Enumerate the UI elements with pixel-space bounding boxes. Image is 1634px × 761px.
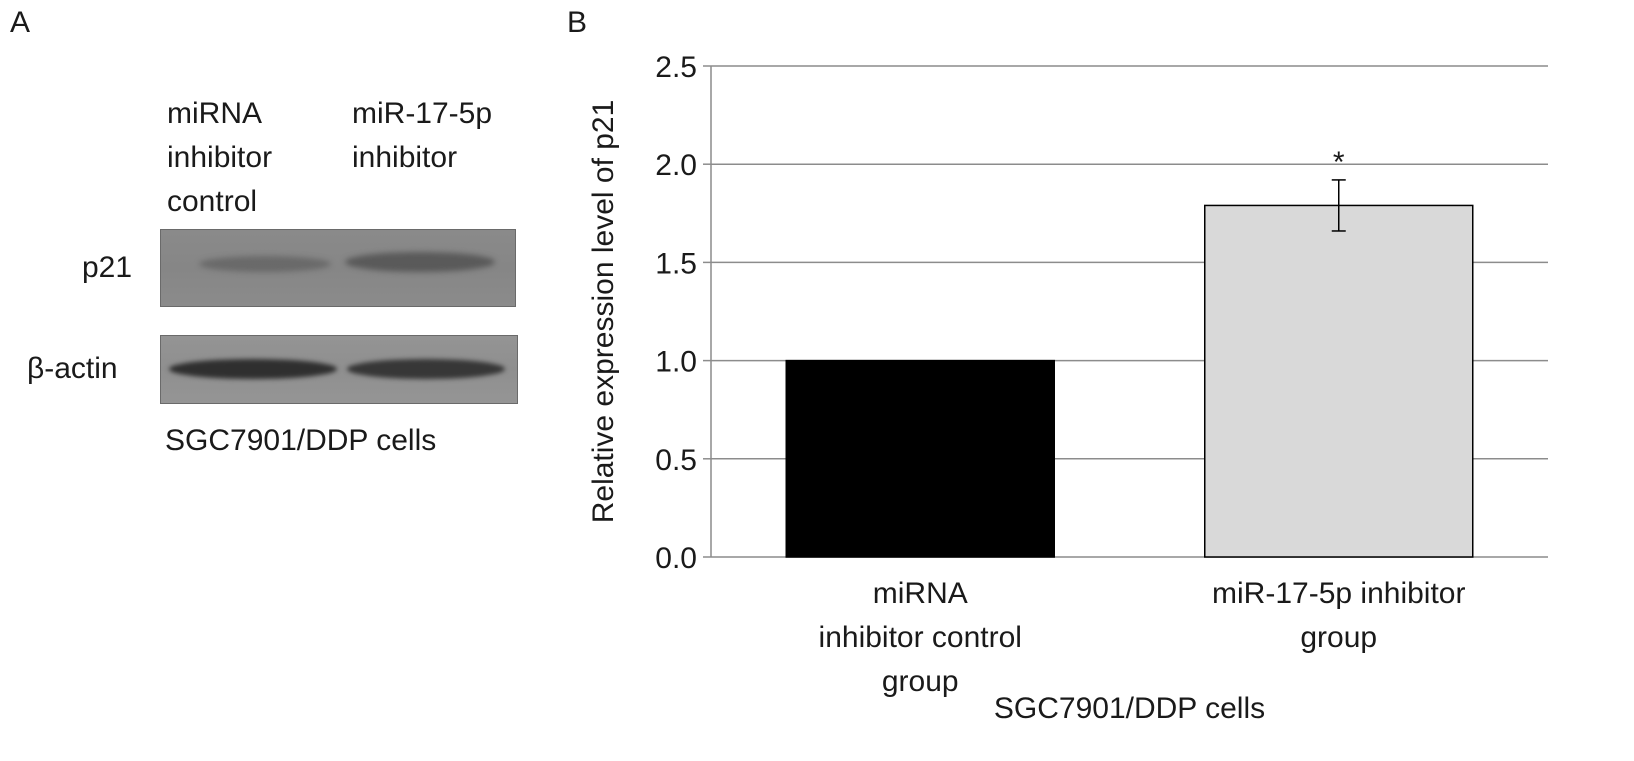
x-category-label: miR-17-5p inhibitor — [1212, 577, 1465, 610]
panel-b-letter: B — [567, 6, 588, 39]
blot-band-actin-inhibitor — [347, 359, 505, 379]
lane-label-line: inhibitor — [352, 141, 458, 174]
row-label-beta-actin: β-actin — [27, 352, 118, 385]
y-tick-label: 1.0 — [655, 346, 697, 379]
x-category-label: group — [1300, 621, 1377, 654]
y-tick-label: 2.5 — [655, 51, 697, 84]
panel-a-letter: A — [10, 6, 31, 39]
bar — [785, 359, 1055, 558]
western-blot-beta-actin — [160, 335, 518, 404]
blot-band-p21-control — [199, 256, 331, 272]
blot-band-p21-inhibitor — [345, 252, 495, 272]
y-tick-label: 0.0 — [655, 542, 697, 575]
lane-label-line: inhibitor — [167, 141, 273, 174]
x-category-label: inhibitor control — [819, 621, 1022, 654]
x-category-label: group — [882, 665, 959, 698]
y-tick-label: 0.5 — [655, 444, 697, 477]
lane-label-line: miRNA — [167, 97, 262, 130]
row-label-p21: p21 — [82, 251, 133, 284]
y-axis-title: Relative expression level of p21 — [587, 100, 620, 524]
lane-label-control: miRNA inhibitor control — [167, 92, 272, 224]
western-blot-p21 — [160, 229, 516, 307]
x-axis-title: SGC7901/DDP cells — [994, 692, 1265, 725]
blot-band-actin-control — [169, 359, 337, 379]
x-category-label: miRNA — [873, 577, 968, 610]
lane-label-line: control — [167, 185, 258, 218]
significance-marker: * — [1333, 146, 1345, 179]
bar — [1204, 204, 1474, 558]
blot-caption: SGC7901/DDP cells — [165, 424, 437, 457]
lane-label-inhibitor: miR-17-5p inhibitor — [352, 92, 492, 180]
lane-label-line: miR-17-5p — [352, 97, 493, 130]
y-tick-label: 2.0 — [655, 149, 697, 182]
y-tick-label: 1.5 — [655, 247, 697, 280]
